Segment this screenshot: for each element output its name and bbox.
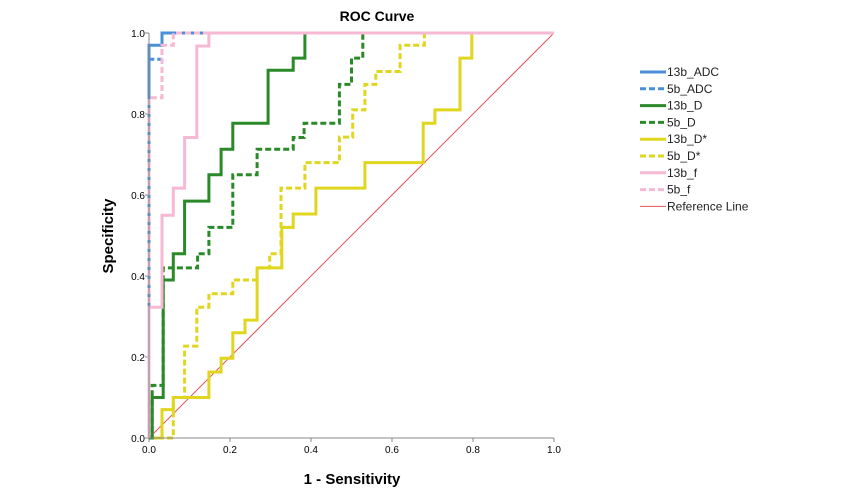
legend-item: 5b_f (640, 183, 691, 197)
y-tick-label: 0.0 (131, 434, 145, 445)
legend-item: 13b_ADC (640, 65, 719, 79)
legend-label: Reference Line (667, 199, 749, 213)
y-tick-label: 0.8 (131, 110, 145, 121)
legend-label: 5b_D* (667, 149, 701, 163)
series-line-5b-f (147, 31, 554, 438)
legend-label: 5b_D (667, 115, 696, 129)
legend-label: 13b_ADC (667, 65, 719, 79)
y-tick-label: 0.6 (131, 191, 145, 202)
series-line-13b-d- (149, 31, 554, 440)
legend-label: 5b_ADC (667, 82, 713, 96)
y-tick-label: 0.2 (131, 353, 145, 364)
legend-item: 13b_f (640, 166, 698, 180)
series-line-5b-d- (149, 31, 554, 440)
chart-title: ROC Curve (340, 8, 415, 24)
x-tick-label: 1.0 (547, 445, 561, 456)
x-tick-label: 0.2 (223, 445, 237, 456)
y-tick-label: 0.4 (131, 272, 145, 283)
legend-label: 13b_D* (667, 132, 707, 146)
x-axis-label: 1 - Sensitivity (304, 471, 401, 488)
x-tick-label: 0.4 (304, 445, 318, 456)
legend-label: 13b_D (667, 99, 703, 113)
legend-item: 5b_D (640, 115, 696, 129)
legend-item: Reference Line (640, 199, 749, 213)
legend-item: 5b_ADC (640, 82, 713, 96)
series-line-13b-f (147, 31, 554, 438)
x-tick-label: 0.6 (385, 445, 399, 456)
legend-label: 13b_f (667, 166, 698, 180)
x-tick-label: 0.8 (466, 445, 480, 456)
y-axis-label: Specificity (100, 198, 117, 274)
legend-item: 13b_D (640, 99, 703, 113)
legend-item: 13b_D* (640, 132, 707, 146)
legend-label: 5b_f (667, 183, 691, 197)
x-tick-label: 0.0 (142, 445, 156, 456)
legend-item: 5b_D* (640, 149, 701, 163)
y-tick-label: 1.0 (131, 29, 145, 40)
